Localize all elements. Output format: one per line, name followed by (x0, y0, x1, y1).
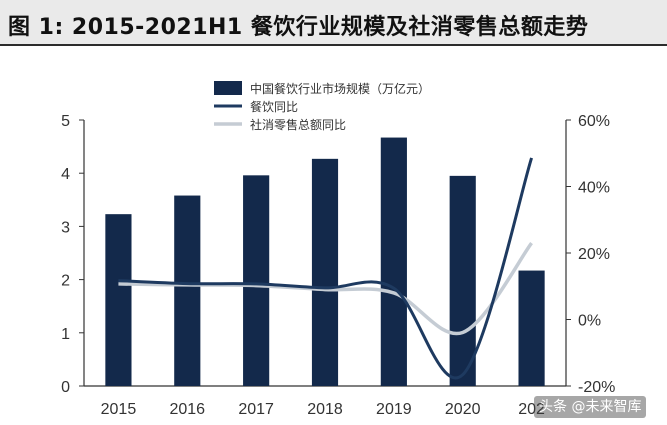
x-tick-label: 2017 (238, 401, 274, 418)
legend-swatch-bar (214, 81, 242, 95)
bar (518, 270, 545, 386)
legend-label-market-size: 中国餐饮行业市场规模（万亿元） (250, 81, 430, 96)
legend-label-catering: 餐饮同比 (250, 99, 298, 114)
x-tick-label: 2019 (376, 401, 412, 418)
left-tick-label: 3 (61, 219, 70, 236)
x-tick-label: 2018 (307, 401, 343, 418)
bar (449, 175, 476, 386)
left-tick-label: 2 (61, 273, 70, 290)
watermark: 头条 @未来智库 (534, 396, 647, 418)
title-bar: 图 1: 2015-2021H1 餐饮行业规模及社消零售总额走势 (0, 0, 667, 46)
left-tick-label: 0 (61, 379, 70, 396)
bar (311, 158, 339, 386)
left-tick-label: 5 (61, 113, 70, 130)
right-tick-label: -20% (578, 379, 615, 396)
bar (380, 137, 407, 386)
legend-label-retail: 社消零售总额同比 (250, 117, 346, 132)
bar (174, 195, 201, 386)
catering-yoy-line (118, 157, 534, 380)
bar (243, 175, 270, 386)
left-tick-label: 1 (61, 326, 70, 343)
right-tick-label: 0% (578, 313, 601, 330)
right-tick-label: 40% (578, 180, 610, 197)
right-tick-label: 60% (578, 113, 610, 130)
x-tick-label: 202 (518, 401, 545, 418)
x-tick-label: 2016 (169, 401, 205, 418)
chart-title: 图 1: 2015-2021H1 餐饮行业规模及社消零售总额走势 (8, 15, 589, 40)
x-tick-label: 2020 (445, 401, 481, 418)
right-tick-label: 20% (578, 246, 610, 263)
x-tick-label: 2015 (101, 401, 137, 418)
left-tick-label: 4 (61, 166, 70, 183)
combo-chart: 0 1 2 3 4 5 -20% 0% 20% 40% 60% 2015 2016 2017 2018 201… (61, 81, 615, 418)
bar (105, 214, 132, 386)
